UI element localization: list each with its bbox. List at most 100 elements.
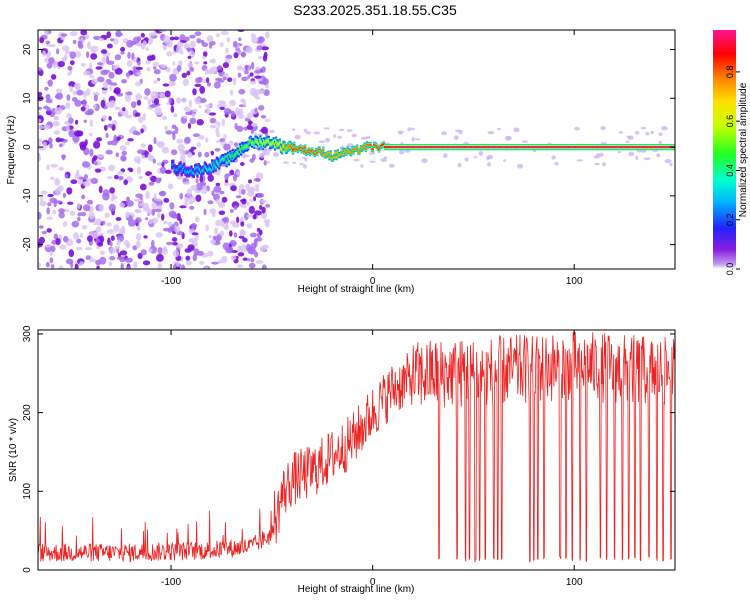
noise-blob <box>250 257 255 263</box>
noise-blob <box>49 197 58 204</box>
noise-blob <box>189 67 195 72</box>
ridge-cell <box>249 138 252 142</box>
ridge-cell <box>536 146 539 149</box>
noise-blob <box>263 89 270 96</box>
noise-blob <box>40 196 43 202</box>
noise-blob <box>256 45 263 51</box>
noise-blob <box>179 205 187 209</box>
noise-blob <box>103 124 108 131</box>
noise-blob <box>187 62 193 69</box>
ridge-cell <box>312 151 315 154</box>
noise-blob <box>254 107 258 113</box>
ridge-cell <box>173 167 176 171</box>
noise-blob <box>210 67 214 75</box>
noise-blob <box>106 222 112 227</box>
ridge-cell <box>539 146 543 149</box>
noise-blob <box>159 92 165 98</box>
noise-blob <box>55 137 62 143</box>
ridge-cell <box>323 154 326 157</box>
ridge-cell <box>641 146 644 149</box>
noise-blob <box>415 138 421 141</box>
noise-blob <box>79 141 87 149</box>
ridge-cell <box>310 150 313 153</box>
noise-blob <box>182 78 189 87</box>
noise-blob <box>186 70 191 76</box>
noise-blob <box>237 252 245 257</box>
noise-blob <box>148 218 153 225</box>
noise-blob <box>95 218 102 226</box>
noise-blob <box>44 86 49 91</box>
ridge-cell <box>313 153 316 156</box>
noise-blob <box>183 106 191 112</box>
noise-blob <box>487 131 495 135</box>
ridge-cell <box>301 147 304 150</box>
noise-blob <box>62 236 69 243</box>
noise-blob <box>109 187 115 194</box>
ridge-cell <box>577 146 580 149</box>
noise-blob <box>139 183 147 191</box>
noise-blob <box>109 256 116 261</box>
ridge-cell <box>333 155 336 158</box>
ridge-cell <box>631 146 635 149</box>
noise-blob <box>119 145 127 151</box>
noise-blob <box>169 36 175 41</box>
noise-blob <box>245 46 253 54</box>
noise-blob <box>283 161 289 164</box>
ridge-cell <box>206 167 209 171</box>
ridge-cell <box>400 146 403 149</box>
noise-blob <box>172 242 179 246</box>
ridge-cell <box>260 141 263 145</box>
ridge-cell <box>627 146 630 149</box>
noise-blob <box>237 72 242 78</box>
noise-blob <box>205 224 209 232</box>
noise-blob <box>231 201 240 209</box>
noise-blob <box>264 161 271 164</box>
ridge-cell <box>519 146 522 149</box>
ridge-cell <box>554 146 557 149</box>
ridge-cell <box>420 146 423 149</box>
noise-blob <box>114 245 121 250</box>
noise-blob <box>457 162 462 168</box>
noise-blob <box>305 131 312 135</box>
noise-blob <box>59 244 67 250</box>
noise-blob <box>207 82 211 87</box>
ridge-cell <box>399 146 402 149</box>
noise-blob <box>104 212 110 218</box>
ridge-cell <box>566 146 569 149</box>
noise-blob <box>522 140 528 143</box>
noise-blob <box>114 174 119 180</box>
ridge-cell <box>353 147 356 150</box>
noise-blob <box>166 241 174 246</box>
ridge-cell <box>317 148 320 151</box>
noise-blob <box>132 65 137 74</box>
noise-blob <box>119 256 126 263</box>
noise-blob <box>55 88 63 94</box>
ridge-cell <box>276 142 279 146</box>
ridge-cell <box>197 166 200 170</box>
ridge-cell <box>457 146 460 149</box>
noise-blob <box>89 61 93 70</box>
ridge-cell <box>308 152 312 155</box>
noise-blob <box>147 153 152 161</box>
noise-blob <box>153 98 160 105</box>
ridge-cell <box>198 168 202 172</box>
ridge-cell <box>445 146 448 149</box>
noise-blob <box>223 181 230 187</box>
noise-blob <box>109 85 113 91</box>
ridge-cell <box>472 146 475 149</box>
noise-blob <box>86 51 90 59</box>
noise-blob <box>249 199 254 203</box>
noise-blob <box>221 255 228 264</box>
noise-blob <box>60 33 68 37</box>
noise-blob <box>93 94 98 102</box>
ridge-cell <box>302 150 306 153</box>
noise-blob <box>368 152 375 155</box>
noise-blob <box>125 257 133 263</box>
noise-blob <box>57 61 65 68</box>
ridge-cell <box>612 146 615 149</box>
colorbar-tick-label: 0.2 <box>725 213 735 226</box>
noise-blob <box>219 42 224 47</box>
noise-blob <box>107 175 113 180</box>
ridge-cell <box>417 146 420 149</box>
noise-blob <box>113 38 119 45</box>
